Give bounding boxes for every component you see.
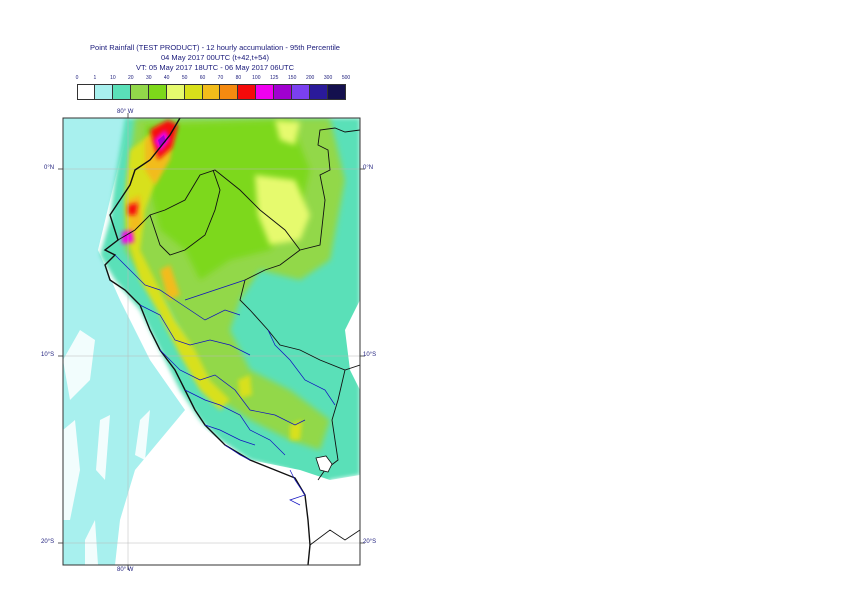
lake-titicaca: [315, 455, 333, 473]
interior-precip-yellow: [238, 375, 302, 440]
legend-tick-label: 60: [199, 75, 206, 81]
legend-swatch: [256, 84, 275, 100]
run-time-label: 04 May 2017 00UTC (t+42,t+54): [161, 53, 269, 62]
legend-swatch: [166, 84, 185, 100]
legend-tick-label: 100: [252, 75, 261, 81]
legend-tick-label: 50: [181, 75, 188, 81]
lat-label-0n-right: 0°N: [363, 165, 374, 171]
legend-tick-label: 1: [93, 75, 97, 81]
lat-label-10s-right: 10°S: [363, 352, 377, 358]
coastline: [103, 118, 311, 565]
lat-label-0n-left: 0°N: [44, 165, 55, 171]
legend-swatch: [94, 84, 113, 100]
regional-borders: [114, 254, 336, 506]
legend-swatch: [202, 84, 221, 100]
lon-label-bottom: 80° W: [117, 567, 134, 573]
ocean-streaks: [63, 330, 150, 565]
legend-swatch: [292, 84, 311, 100]
legend-tick-label: 500: [341, 75, 351, 81]
legend-tick-label: 10: [110, 75, 116, 81]
andes-precip-yellow: [125, 135, 230, 410]
legend-tick-label: 150: [288, 75, 297, 81]
lat-label-20s-right: 20°S: [363, 539, 377, 545]
legend-swatch: [238, 84, 257, 100]
land-precip-yellowgreen-1: [255, 175, 310, 245]
lon-label-top: 80° W: [117, 109, 134, 115]
lat-label-10s-left: 10°S: [41, 352, 55, 358]
legend-tick-label: 70: [217, 75, 224, 81]
chart-title: Point Rainfall (TEST PRODUCT) - 12 hourl…: [90, 43, 340, 52]
legend-swatch: [130, 84, 149, 100]
legend-tick-label: 30: [145, 75, 152, 81]
dry-area-south: [190, 420, 360, 565]
andes-precip-purple: [158, 135, 166, 147]
land-precip-yellowgreen-2: [275, 120, 300, 145]
map-frame: [62, 117, 361, 566]
axis-ticks: [58, 113, 365, 570]
lat-label-20s-left: 20°S: [41, 539, 55, 545]
legend-tick-label: 300: [323, 75, 333, 81]
legend-tick-label: 20: [128, 75, 134, 81]
legend-tick-label: 0: [75, 75, 79, 81]
national-borders: [117, 127, 360, 546]
legend-swatch: [77, 84, 95, 100]
legend-swatch: [310, 84, 329, 100]
ocean-precip-light: [63, 118, 185, 565]
legend-tick-label: 200: [305, 75, 315, 81]
legend-swatch: [184, 84, 203, 100]
dry-area-east: [345, 300, 360, 390]
legend-tick-label: 80: [235, 75, 242, 81]
legend-swatch: [112, 84, 131, 100]
andes-precip-orange: [128, 125, 180, 300]
legend-swatch: [220, 84, 239, 100]
legend-tick-label: 40: [163, 75, 170, 81]
legend-swatch: [148, 84, 167, 100]
valid-time-label: VT: 05 May 2017 18UTC - 06 May 2017 06UT…: [136, 63, 294, 72]
legend-tick-label: 125: [270, 75, 279, 81]
legend-swatch: [274, 84, 293, 100]
